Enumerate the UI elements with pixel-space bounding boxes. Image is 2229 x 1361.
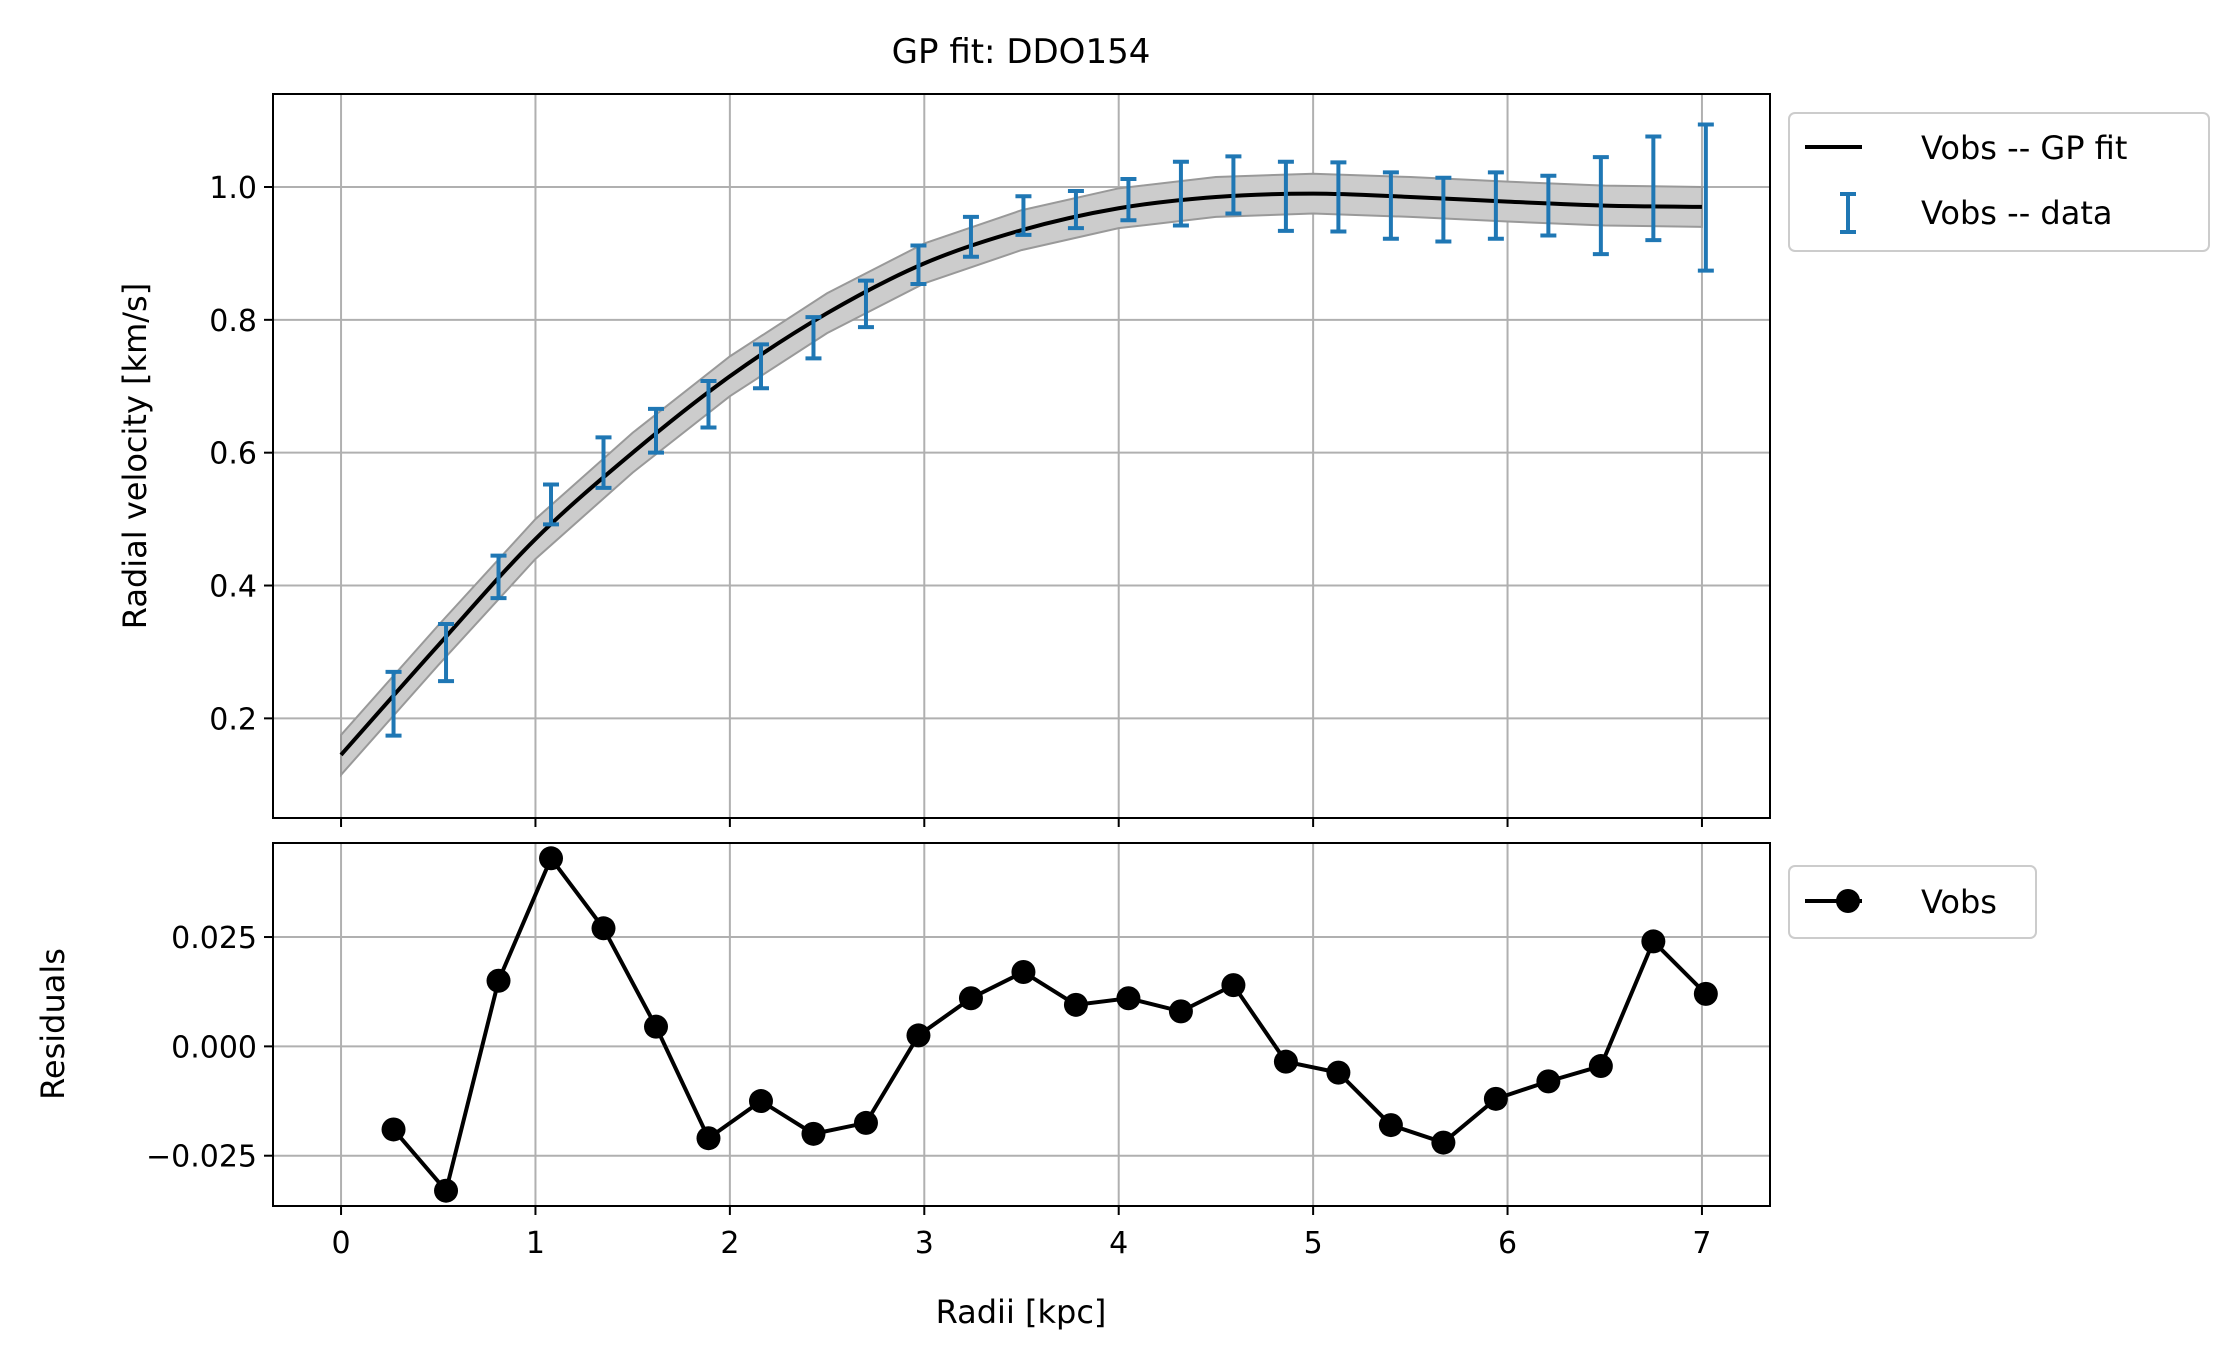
residual-point	[1168, 999, 1193, 1024]
residual-point	[1063, 992, 1088, 1017]
bottom-x-tick-label: 5	[1304, 1226, 1323, 1261]
top-axes-frame	[272, 93, 1771, 819]
errorbar	[438, 622, 455, 684]
errorbar	[805, 315, 822, 361]
bottom-x-tick-label: 6	[1498, 1226, 1517, 1261]
errorbar	[543, 482, 560, 527]
residual-point	[748, 1089, 773, 1114]
legend-fit-label: Vobs -- GP fit	[1921, 129, 2127, 167]
residual-point	[1483, 1086, 1508, 1111]
errorbar	[647, 406, 664, 455]
top-y-axis-label: Radial velocity [km/s]	[116, 283, 154, 629]
legend-errorbar-swatch	[1840, 192, 1856, 234]
residual-point	[1588, 1054, 1613, 1079]
gp-fit-line	[339, 191, 1702, 757]
legend-residual-label: Vobs	[1921, 883, 1997, 921]
residual-point	[381, 1117, 406, 1142]
bottom-legend-frame	[1788, 865, 2037, 939]
top-y-tick-label: 0.4	[209, 570, 257, 605]
errorbar	[490, 553, 507, 601]
errorbar	[1277, 159, 1294, 233]
bottom-axes-frame	[272, 842, 1771, 1207]
gp-uncertainty-band	[340, 172, 1703, 778]
errorbar	[1330, 160, 1347, 234]
errorbar	[1487, 170, 1504, 241]
residual-point	[1431, 1130, 1456, 1155]
errorbar	[1225, 154, 1242, 216]
errorbar	[752, 342, 769, 391]
residual-line	[392, 854, 1708, 1195]
residual-point	[958, 986, 983, 1011]
bottom-y-ticks: −0.025 0.000 0.025	[146, 921, 273, 1175]
gp-fit-path	[339, 191, 1702, 757]
bottom-x-tick-label: 0	[331, 1226, 350, 1261]
errorbar	[1435, 175, 1452, 244]
bottom-y-tick-label: −0.025	[146, 1140, 257, 1175]
errorbar	[962, 214, 979, 259]
legend-data-label: Vobs -- data	[1921, 194, 2112, 232]
top-legend: Vobs -- GP fit Vobs -- data	[1788, 112, 2210, 252]
residual-point	[696, 1126, 721, 1151]
top-y-tick-label: 1.0	[209, 171, 257, 206]
gp-band-polygon	[340, 172, 1703, 778]
top-y-tick-label: 0.6	[209, 437, 257, 472]
x-axis-label: Radii [kpc]	[936, 1293, 1107, 1331]
figure-title: GP fit: DDO154	[892, 32, 1151, 72]
bottom-x-tick-label: 3	[915, 1226, 934, 1261]
errorbar	[857, 278, 874, 330]
bottom-x-tick-label: 7	[1692, 1226, 1711, 1261]
errorbar	[1592, 155, 1609, 257]
bottom-panel: −0.025 0.000 0.025 0 1 2 3 4 5 6 7 Residuals Radi…	[34, 842, 2037, 1331]
residual-point	[1326, 1060, 1351, 1085]
bottom-legend: Vobs	[1788, 865, 2037, 939]
residual-point	[1641, 929, 1666, 954]
errorbar	[1697, 122, 1714, 273]
errorbar	[1067, 188, 1084, 231]
errorbar	[595, 435, 612, 490]
residual-point	[1378, 1113, 1403, 1138]
bottom-x-ticks: 0 1 2 3 4 5 6 7	[331, 1206, 1712, 1261]
residual-point	[801, 1121, 826, 1146]
residual-point	[643, 1014, 668, 1039]
residual-point	[1273, 1049, 1298, 1074]
errorbar	[385, 669, 402, 738]
top-x-ticks	[340, 818, 1703, 827]
legend-residual-marker	[1836, 889, 1860, 913]
residual-point	[539, 846, 564, 871]
bottom-grid	[273, 843, 1770, 1206]
bottom-x-tick-label: 4	[1109, 1226, 1128, 1261]
residual-polyline	[392, 854, 1708, 1195]
residual-point	[1221, 973, 1246, 998]
residual-point	[1536, 1069, 1561, 1094]
data-errorbars	[385, 122, 1714, 738]
top-panel: 0.2 0.4 0.6 0.8 1.0 Radial velocity [km/s] V…	[116, 93, 2210, 827]
bottom-y-axis-label: Residuals	[34, 948, 72, 1100]
residual-point	[1011, 960, 1036, 985]
errorbar	[1645, 134, 1662, 243]
errorbar	[700, 378, 717, 430]
residual-point	[1693, 981, 1718, 1006]
residual-point	[853, 1110, 878, 1135]
bottom-y-tick-label: 0.000	[171, 1030, 257, 1065]
top-y-ticks: 0.2 0.4 0.6 0.8 1.0	[209, 171, 273, 737]
errorbar	[1540, 173, 1557, 238]
residual-points	[381, 846, 1718, 1203]
errorbar	[1015, 194, 1032, 237]
residual-point	[906, 1023, 931, 1048]
bottom-x-tick-label: 1	[526, 1226, 545, 1261]
bottom-y-tick-label: 0.025	[171, 921, 257, 956]
bottom-x-tick-label: 2	[720, 1226, 739, 1261]
errorbar	[1382, 170, 1399, 241]
residual-point	[486, 968, 511, 993]
top-y-tick-label: 0.8	[209, 304, 257, 339]
residual-point	[1116, 986, 1141, 1011]
residual-point	[591, 916, 616, 941]
errorbar	[910, 243, 927, 286]
errorbar	[1172, 159, 1189, 228]
residual-point	[434, 1178, 459, 1203]
top-legend-frame	[1788, 112, 2210, 252]
top-y-tick-label: 0.2	[209, 702, 257, 737]
errorbar	[1120, 177, 1137, 223]
